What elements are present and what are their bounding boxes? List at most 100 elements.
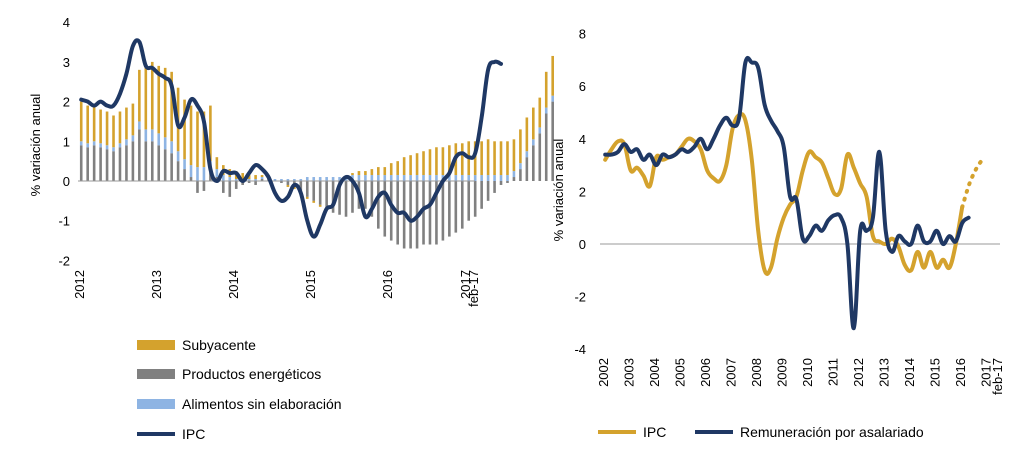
left-bar-alimentos-sin-elaboraci-n — [163, 137, 167, 150]
left-bar-productos-energ-ticos — [467, 181, 471, 221]
left-bar-alimentos-sin-elaboraci-n — [150, 129, 154, 142]
left-bar-productos-energ-ticos — [493, 181, 496, 193]
left-bar-alimentos-sin-elaboraci-n — [519, 163, 522, 170]
left-bar-subyacente — [364, 171, 367, 176]
left-bar-alimentos-sin-elaboraci-n — [157, 133, 161, 146]
left-bar-subyacente — [144, 65, 148, 130]
left-bar-productos-energ-ticos — [448, 181, 451, 237]
left-bar-alimentos-sin-elaboraci-n — [402, 175, 406, 181]
left-bar-subyacente — [209, 105, 212, 162]
left-bar-alimentos-sin-elaboraci-n — [422, 175, 425, 181]
left-bar-subyacente — [183, 99, 186, 160]
left-bar-productos-energ-ticos — [118, 147, 122, 181]
left-bar-subyacente — [157, 65, 161, 134]
left-bar-productos-energ-ticos — [196, 181, 199, 193]
left-bar-productos-energ-ticos — [364, 181, 367, 209]
right-ipc-forecast-line — [960, 155, 987, 210]
left-bar-subyacente — [150, 61, 154, 130]
left-bar-productos-energ-ticos — [409, 181, 412, 249]
left-bar-subyacente — [538, 97, 542, 128]
left-bar-alimentos-sin-elaboraci-n — [493, 175, 496, 181]
left-bar-alimentos-sin-elaboraci-n — [131, 135, 135, 142]
left-bar-subyacente — [428, 149, 432, 176]
left-bar-subyacente — [512, 139, 516, 172]
right-y-tick-label: -4 — [574, 342, 586, 357]
left-bar-alimentos-sin-elaboraci-n — [454, 175, 458, 181]
left-bar-productos-energ-ticos — [519, 169, 522, 181]
left-bar-alimentos-sin-elaboraci-n — [448, 175, 451, 181]
left-bar-alimentos-sin-elaboraci-n — [428, 175, 432, 181]
left-bar-subyacente — [480, 141, 483, 176]
left-bar-subyacente — [170, 71, 173, 142]
left-bar-productos-energ-ticos — [247, 181, 251, 183]
left-bar-productos-energ-ticos — [351, 181, 354, 213]
left-bar-alimentos-sin-elaboraci-n — [396, 175, 399, 181]
left-bar-subyacente — [125, 107, 128, 140]
right-y-axis-label: % variación anual — [551, 139, 566, 242]
left-bar-alimentos-sin-elaboraci-n — [125, 139, 128, 146]
left-bar-subyacente — [415, 153, 419, 176]
left-bar-subyacente — [525, 117, 529, 152]
right-x-tick-label: 2007 — [724, 358, 739, 387]
left-bar-subyacente — [196, 111, 199, 168]
left-bar-alimentos-sin-elaboraci-n — [338, 177, 341, 181]
right-y-tick-label: 0 — [579, 237, 586, 252]
left-bar-alimentos-sin-elaboraci-n — [357, 175, 361, 181]
left-y-tick-label: 4 — [63, 15, 70, 30]
left-bar-alimentos-sin-elaboraci-n — [293, 179, 296, 181]
left-bar-productos-energ-ticos — [538, 133, 542, 181]
right-x-tick-label: 2012 — [851, 358, 866, 387]
left-bar-alimentos-sin-elaboraci-n — [299, 179, 303, 181]
right-x-tick-label: 2017 — [979, 358, 994, 387]
left-chart: 4 3 2 1 0 -1 -2 2012 2013 2014 2015 2016 2017feb-17… — [28, 15, 554, 442]
left-bar-productos-energ-ticos — [125, 145, 128, 181]
right-y-tick-label: 6 — [579, 79, 586, 94]
left-bar-productos-energ-ticos — [138, 129, 141, 181]
right-y-tick-label: -2 — [574, 290, 586, 305]
left-x-tick-label: 2014 — [226, 270, 241, 299]
left-bar-subyacente — [86, 105, 89, 144]
left-x-tick-label: 2016 — [380, 270, 395, 299]
left-bar-alimentos-sin-elaboraci-n — [86, 143, 89, 148]
left-bar-alimentos-sin-elaboraci-n — [377, 175, 380, 181]
left-bar-productos-energ-ticos — [370, 181, 374, 217]
left-bar-subyacente — [409, 155, 412, 176]
left-bar-productos-energ-ticos — [234, 181, 238, 189]
right-x-tick-label: 2006 — [698, 358, 713, 387]
right-y-tick-label: 8 — [579, 27, 586, 42]
left-bar-productos-energ-ticos — [86, 147, 89, 181]
left-bar-productos-energ-ticos — [150, 141, 154, 181]
left-ipc-line — [79, 38, 503, 239]
left-y-tick-label: 2 — [63, 95, 70, 110]
right-x-tick-label: 2010 — [800, 358, 815, 387]
left-bar-subyacente — [499, 141, 503, 176]
left-bar-productos-energ-ticos — [222, 181, 225, 193]
left-bar-alimentos-sin-elaboraci-n — [183, 159, 186, 170]
left-bar-productos-energ-ticos — [525, 157, 529, 181]
left-x-tick-label: 2013 — [149, 270, 164, 299]
left-bar-productos-energ-ticos — [163, 149, 167, 181]
left-bar-alimentos-sin-elaboraci-n — [234, 179, 238, 181]
left-bar-alimentos-sin-elaboraci-n — [118, 143, 122, 148]
right-ipc-line — [603, 112, 965, 276]
left-bar-productos-energ-ticos — [551, 101, 554, 181]
left-bar-subyacente — [351, 173, 354, 176]
left-bar-subyacente — [312, 200, 316, 203]
right-x-tick-label: 2014 — [902, 358, 917, 387]
left-bar-productos-energ-ticos — [499, 181, 503, 185]
right-x-tick-label: 2011 — [826, 358, 841, 386]
left-bar-productos-energ-ticos — [454, 181, 458, 233]
left-bar-subyacente — [215, 157, 219, 170]
left-bar-alimentos-sin-elaboraci-n — [364, 175, 367, 181]
left-bar-productos-energ-ticos — [338, 181, 341, 215]
left-legend-swatch — [137, 369, 175, 379]
left-y-tick-label: 3 — [63, 55, 70, 70]
left-bar-productos-energ-ticos — [131, 141, 135, 181]
left-bar-alimentos-sin-elaboraci-n — [92, 141, 96, 146]
left-bar-productos-energ-ticos — [480, 181, 483, 209]
left-bar-subyacente — [286, 184, 290, 187]
right-x-tick-label: 2003 — [622, 358, 637, 387]
left-bar-productos-energ-ticos — [79, 145, 83, 181]
right-remuneracion-line — [603, 55, 971, 331]
